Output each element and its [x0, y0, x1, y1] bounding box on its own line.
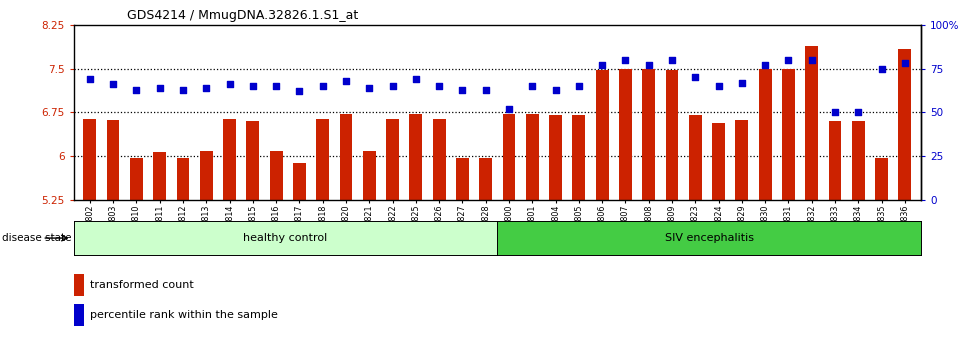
Text: percentile rank within the sample: percentile rank within the sample	[90, 310, 278, 320]
Bar	[619, 69, 632, 200]
Bar	[665, 70, 678, 200]
Text: GDS4214 / MmugDNA.32826.1.S1_at: GDS4214 / MmugDNA.32826.1.S1_at	[127, 9, 359, 22]
Point	[431, 83, 447, 89]
Bar	[246, 121, 260, 200]
Bar	[782, 69, 795, 200]
Point	[758, 62, 773, 68]
Point	[571, 83, 587, 89]
Point	[105, 81, 121, 87]
Text: disease state: disease state	[2, 233, 72, 243]
Bar	[572, 115, 585, 200]
Text: healthy control: healthy control	[243, 233, 327, 243]
Point	[292, 88, 308, 94]
Point	[245, 83, 261, 89]
Point	[617, 57, 633, 63]
Point	[664, 57, 680, 63]
Bar	[223, 119, 236, 200]
Point	[455, 87, 470, 92]
Bar	[74, 274, 84, 296]
Point	[198, 85, 214, 91]
Point	[152, 85, 168, 91]
Point	[897, 61, 912, 66]
Bar	[83, 119, 96, 200]
Point	[687, 75, 703, 80]
Bar	[526, 114, 539, 200]
Bar	[549, 115, 562, 200]
Bar	[875, 158, 888, 200]
Point	[315, 83, 330, 89]
Point	[128, 87, 144, 92]
Point	[874, 66, 890, 72]
Bar	[852, 121, 864, 200]
Bar	[503, 114, 515, 200]
Point	[362, 85, 377, 91]
Point	[385, 83, 401, 89]
Bar	[433, 119, 446, 200]
Text: SIV encephalitis: SIV encephalitis	[664, 233, 754, 243]
Bar	[829, 121, 842, 200]
Point	[594, 62, 610, 68]
Point	[641, 62, 657, 68]
Point	[501, 106, 516, 112]
Bar	[107, 120, 120, 200]
Point	[408, 76, 423, 82]
Bar	[153, 152, 166, 200]
Bar	[340, 114, 353, 200]
Bar	[270, 151, 282, 200]
Point	[548, 87, 564, 92]
Point	[734, 80, 750, 85]
Bar	[689, 115, 702, 200]
Bar	[74, 304, 84, 326]
Bar	[899, 49, 911, 200]
Point	[175, 87, 191, 92]
Bar	[712, 123, 725, 200]
Point	[478, 87, 494, 92]
Bar	[642, 69, 655, 200]
Bar	[410, 114, 422, 200]
Point	[269, 83, 284, 89]
Bar	[176, 158, 189, 200]
Point	[804, 57, 819, 63]
Bar	[386, 119, 399, 200]
Point	[851, 110, 866, 115]
Bar	[456, 158, 468, 200]
Bar	[293, 163, 306, 200]
Point	[82, 76, 98, 82]
Point	[524, 83, 540, 89]
Bar	[596, 70, 609, 200]
Bar	[130, 158, 143, 200]
Point	[710, 83, 726, 89]
Bar	[759, 69, 771, 200]
Bar	[735, 120, 749, 200]
Bar	[200, 151, 213, 200]
Point	[221, 81, 237, 87]
Point	[781, 57, 797, 63]
Bar	[479, 158, 492, 200]
Point	[338, 78, 354, 84]
Bar	[363, 151, 375, 200]
Point	[827, 110, 843, 115]
Bar	[317, 119, 329, 200]
Bar	[806, 46, 818, 200]
Text: transformed count: transformed count	[90, 280, 194, 290]
